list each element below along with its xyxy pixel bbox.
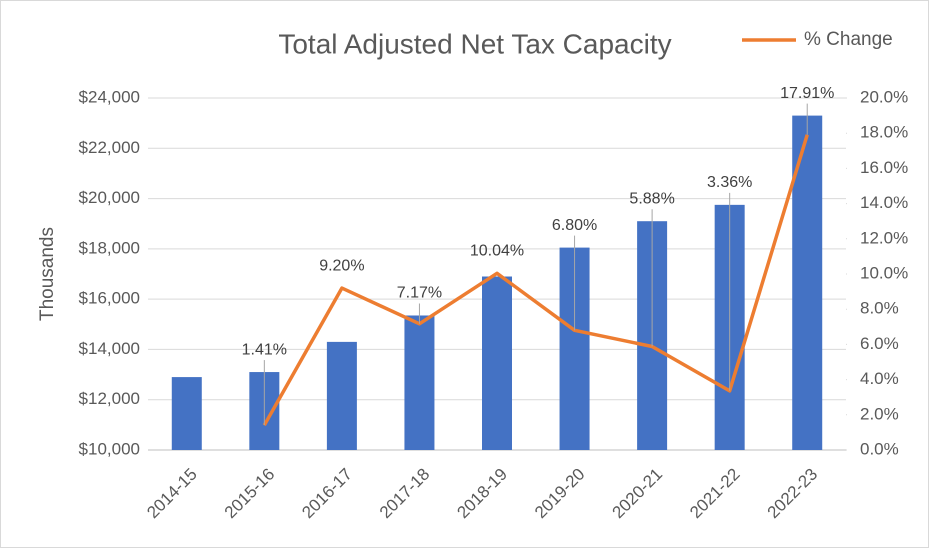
- data-label: 6.80%: [552, 217, 597, 234]
- y2-tick-label: 16.0%: [860, 158, 908, 177]
- data-label: 10.04%: [470, 243, 524, 260]
- y-tick-label: $18,000: [79, 238, 140, 257]
- y-axis-label: Thousands: [37, 227, 58, 321]
- y-tick-label: $16,000: [79, 289, 140, 308]
- data-label: 3.36%: [707, 174, 752, 191]
- bar: [482, 276, 512, 450]
- y-tick-label: $20,000: [79, 188, 140, 207]
- y-tick-label: $14,000: [79, 339, 140, 358]
- y-tick-label: $10,000: [79, 439, 140, 458]
- y2-tick-label: 6.0%: [860, 334, 899, 353]
- legend-label: % Change: [804, 29, 893, 50]
- y2-tick-label: 18.0%: [860, 123, 908, 142]
- y-tick-label: $22,000: [79, 138, 140, 157]
- y2-tick-label: 4.0%: [860, 369, 899, 388]
- y2-tick-label: 8.0%: [860, 299, 899, 318]
- bar: [171, 377, 202, 450]
- line: [262, 134, 809, 427]
- y-tick-label: $24,000: [79, 87, 140, 106]
- y2-tick-label: 14.0%: [860, 193, 908, 212]
- y2-tick-label: 2.0%: [860, 404, 899, 423]
- data-label: 1.41%: [242, 341, 287, 358]
- data-label: 9.20%: [319, 257, 364, 274]
- y2-tick-label: 10.0%: [860, 263, 908, 282]
- bar: [404, 315, 435, 450]
- data-label: 17.91%: [780, 85, 834, 102]
- bar: [326, 341, 357, 450]
- data-label: 7.17%: [397, 285, 442, 302]
- y-tick-label: $12,000: [79, 389, 140, 408]
- data-label: 5.88%: [629, 190, 674, 207]
- y2-tick-label: 20.0%: [860, 87, 908, 106]
- chart-title: Total Adjusted Net Tax Capacity: [278, 28, 671, 59]
- y2-tick-label: 12.0%: [860, 228, 908, 247]
- y2-tick-label: 0.0%: [860, 439, 899, 458]
